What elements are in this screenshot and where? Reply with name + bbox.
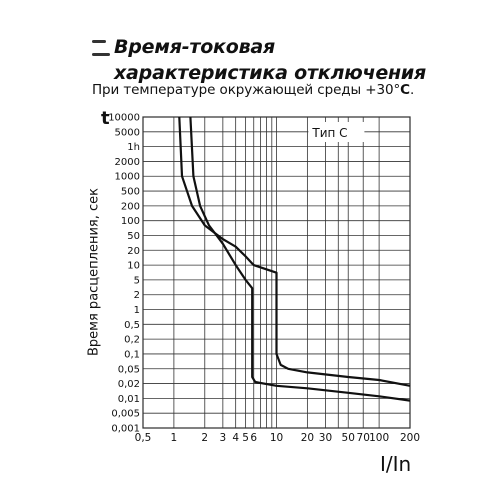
y-tick-label: 10 bbox=[127, 261, 140, 272]
y-axis-symbol: t bbox=[101, 108, 110, 129]
subtitle-unit: С bbox=[400, 82, 410, 98]
y-tick-label: 0,01 bbox=[118, 394, 140, 405]
y-tick-label: 500 bbox=[121, 187, 140, 198]
y-tick-label: 10000 bbox=[108, 113, 140, 124]
y-tick-label: 1h bbox=[127, 142, 140, 153]
y-tick-label: 0,1 bbox=[124, 349, 140, 360]
subtitle-end: . bbox=[409, 82, 415, 98]
x-tick-label: 6 bbox=[250, 432, 257, 444]
y-tick-label: 5 bbox=[134, 275, 140, 286]
chart-title: Время-токовая характеристика отключения bbox=[114, 36, 427, 84]
x-tick-label: 4 bbox=[232, 432, 239, 444]
x-tick-label: 10 bbox=[270, 432, 283, 444]
x-tick-label: 30 bbox=[319, 432, 332, 444]
y-tick-label: 0,001 bbox=[111, 424, 140, 435]
upper-trip-curve bbox=[178, 116, 411, 387]
x-tick-label: 100 bbox=[369, 432, 389, 444]
y-tick-label: 0,005 bbox=[111, 409, 140, 420]
y-tick-label: 200 bbox=[121, 201, 140, 212]
y-tick-label: 100 bbox=[121, 216, 140, 227]
legend-label: Тип С bbox=[311, 126, 347, 140]
x-tick-label: 2 bbox=[201, 432, 208, 444]
y-tick-label: 0,5 bbox=[124, 320, 140, 331]
chart-subtitle: При температуре окружающей среды +30°С. bbox=[92, 82, 414, 98]
subtitle-text: При температуре окружающей среды +30° bbox=[92, 82, 401, 98]
legend-box bbox=[308, 122, 365, 142]
x-tick-label: 5 bbox=[242, 432, 249, 444]
y-tick-label: 0,02 bbox=[118, 379, 140, 390]
x-tick-label: 20 bbox=[301, 432, 314, 444]
y-tick-label: 1 bbox=[134, 305, 140, 316]
x-tick-label: 0,5 bbox=[135, 432, 152, 444]
x-tick-label: 3 bbox=[220, 432, 227, 444]
y-tick-label: 2 bbox=[134, 290, 140, 301]
y-tick-label: 0,05 bbox=[118, 364, 140, 375]
y-tick-label: 50 bbox=[127, 231, 140, 242]
x-tick-label: 70 bbox=[357, 432, 370, 444]
y-tick-label: 20 bbox=[127, 246, 140, 257]
y-tick-label: 2000 bbox=[115, 157, 140, 168]
lower-trip-curve bbox=[189, 116, 411, 402]
x-tick-label: 1 bbox=[171, 432, 178, 444]
y-tick-label: 5000 bbox=[115, 127, 140, 138]
y-tick-label: 1000 bbox=[115, 172, 140, 183]
y-tick-label: 0,2 bbox=[124, 335, 140, 346]
menu-lines-icon bbox=[92, 40, 110, 56]
x-tick-label: 200 bbox=[400, 432, 420, 444]
title-block: Время-токовая характеристика отключения bbox=[92, 34, 444, 86]
x-tick-label: 50 bbox=[342, 432, 355, 444]
x-axis-label: I/In bbox=[380, 452, 412, 476]
